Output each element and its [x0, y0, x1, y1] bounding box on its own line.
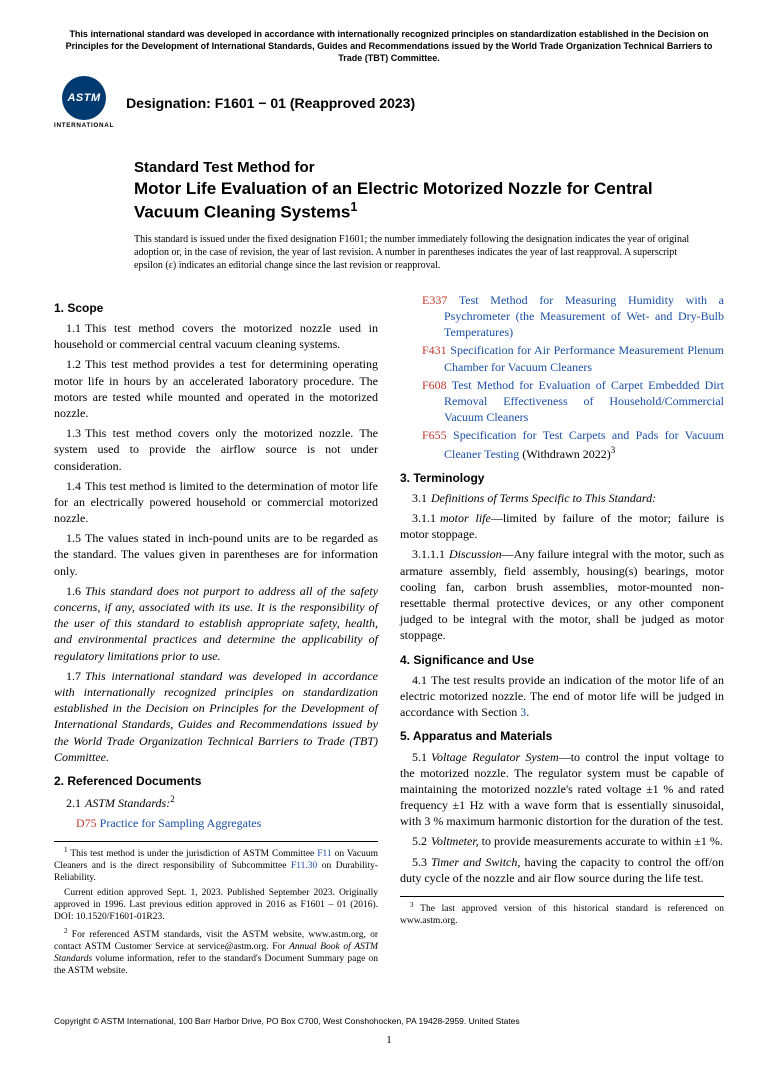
section-5-head: 5. Apparatus and Materials — [400, 728, 724, 744]
ref-f655[interactable]: F655 Specification for Test Carpets and … — [400, 427, 724, 461]
astm-logo-subtext: INTERNATIONAL — [54, 122, 114, 131]
title-prefix: Standard Test Method for — [134, 159, 704, 178]
para-2-1: 2.1ASTM Standards:2 — [54, 793, 378, 811]
ref-d75[interactable]: D75 Practice for Sampling Aggregates — [54, 815, 378, 831]
section-3-head: 3. Terminology — [400, 470, 724, 486]
ref-f608[interactable]: F608 Test Method for Evaluation of Carpe… — [400, 377, 724, 426]
title-main-text: Motor Life Evaluation of an Electric Mot… — [134, 179, 653, 222]
para-1-6: 1.6This standard does not purport to add… — [54, 583, 378, 664]
ref-e337[interactable]: E337 Test Method for Measuring Humidity … — [400, 292, 724, 341]
tbt-header-note: This international standard was develope… — [54, 28, 724, 64]
footnote-2: 2 For referenced ASTM standards, visit t… — [54, 927, 378, 978]
ref-f431[interactable]: F431 Specification for Air Performance M… — [400, 342, 724, 374]
body-columns: 1. Scope 1.1This test method covers the … — [54, 292, 724, 978]
para-5-2: 5.2Voltmeter, to provide measurements ac… — [400, 833, 724, 849]
title-footnote-ref: 1 — [350, 199, 357, 214]
copyright-line: Copyright © ASTM International, 100 Barr… — [54, 1016, 724, 1027]
para-1-7: 1.7This international standard was devel… — [54, 668, 378, 765]
para-1-5: 1.5The values stated in inch-pound units… — [54, 530, 378, 579]
para-3-1: 3.1Definitions of Terms Specific to This… — [400, 490, 724, 506]
para-4-1: 4.1The test results provide an indicatio… — [400, 672, 724, 721]
issuance-note: This standard is issued under the fixed … — [134, 233, 704, 272]
para-5-1: 5.1Voltage Regulator System—to control t… — [400, 749, 724, 830]
designation-text: Designation: F1601 − 01 (Reapproved 2023… — [126, 94, 415, 113]
section-2-head: 2. Referenced Documents — [54, 773, 378, 789]
para-1-2: 1.2This test method provides a test for … — [54, 356, 378, 421]
footnote-3: 3 The last approved version of this hist… — [400, 901, 724, 928]
para-1-4: 1.4This test method is limited to the de… — [54, 478, 378, 527]
astm-logo-circle: ASTM — [62, 76, 106, 120]
para-1-1: 1.1This test method covers the motorized… — [54, 320, 378, 352]
footnotes-left: 1 This test method is under the jurisdic… — [54, 841, 378, 977]
designation-row: ASTM INTERNATIONAL Designation: F1601 − … — [54, 76, 724, 131]
page-number: 1 — [54, 1033, 724, 1048]
para-3-1-1: 3.1.1motor life—limited by failure of th… — [400, 510, 724, 542]
title-main: Motor Life Evaluation of an Electric Mot… — [134, 178, 704, 223]
section-1-head: 1. Scope — [54, 300, 378, 316]
footnote-1: 1 This test method is under the jurisdic… — [54, 846, 378, 885]
section-4-head: 4. Significance and Use — [400, 652, 724, 668]
footnotes-right: 3 The last approved version of this hist… — [400, 896, 724, 928]
para-1-3: 1.3This test method covers only the moto… — [54, 425, 378, 474]
footnote-1-cont: Current edition approved Sept. 1, 2023. … — [54, 888, 378, 924]
astm-logo: ASTM INTERNATIONAL — [54, 76, 114, 131]
para-5-3: 5.3Timer and Switch, having the capacity… — [400, 854, 724, 886]
title-block: Standard Test Method for Motor Life Eval… — [134, 159, 704, 223]
para-3-1-1-1: 3.1.1.1Discussion—Any failure integral w… — [400, 546, 724, 643]
